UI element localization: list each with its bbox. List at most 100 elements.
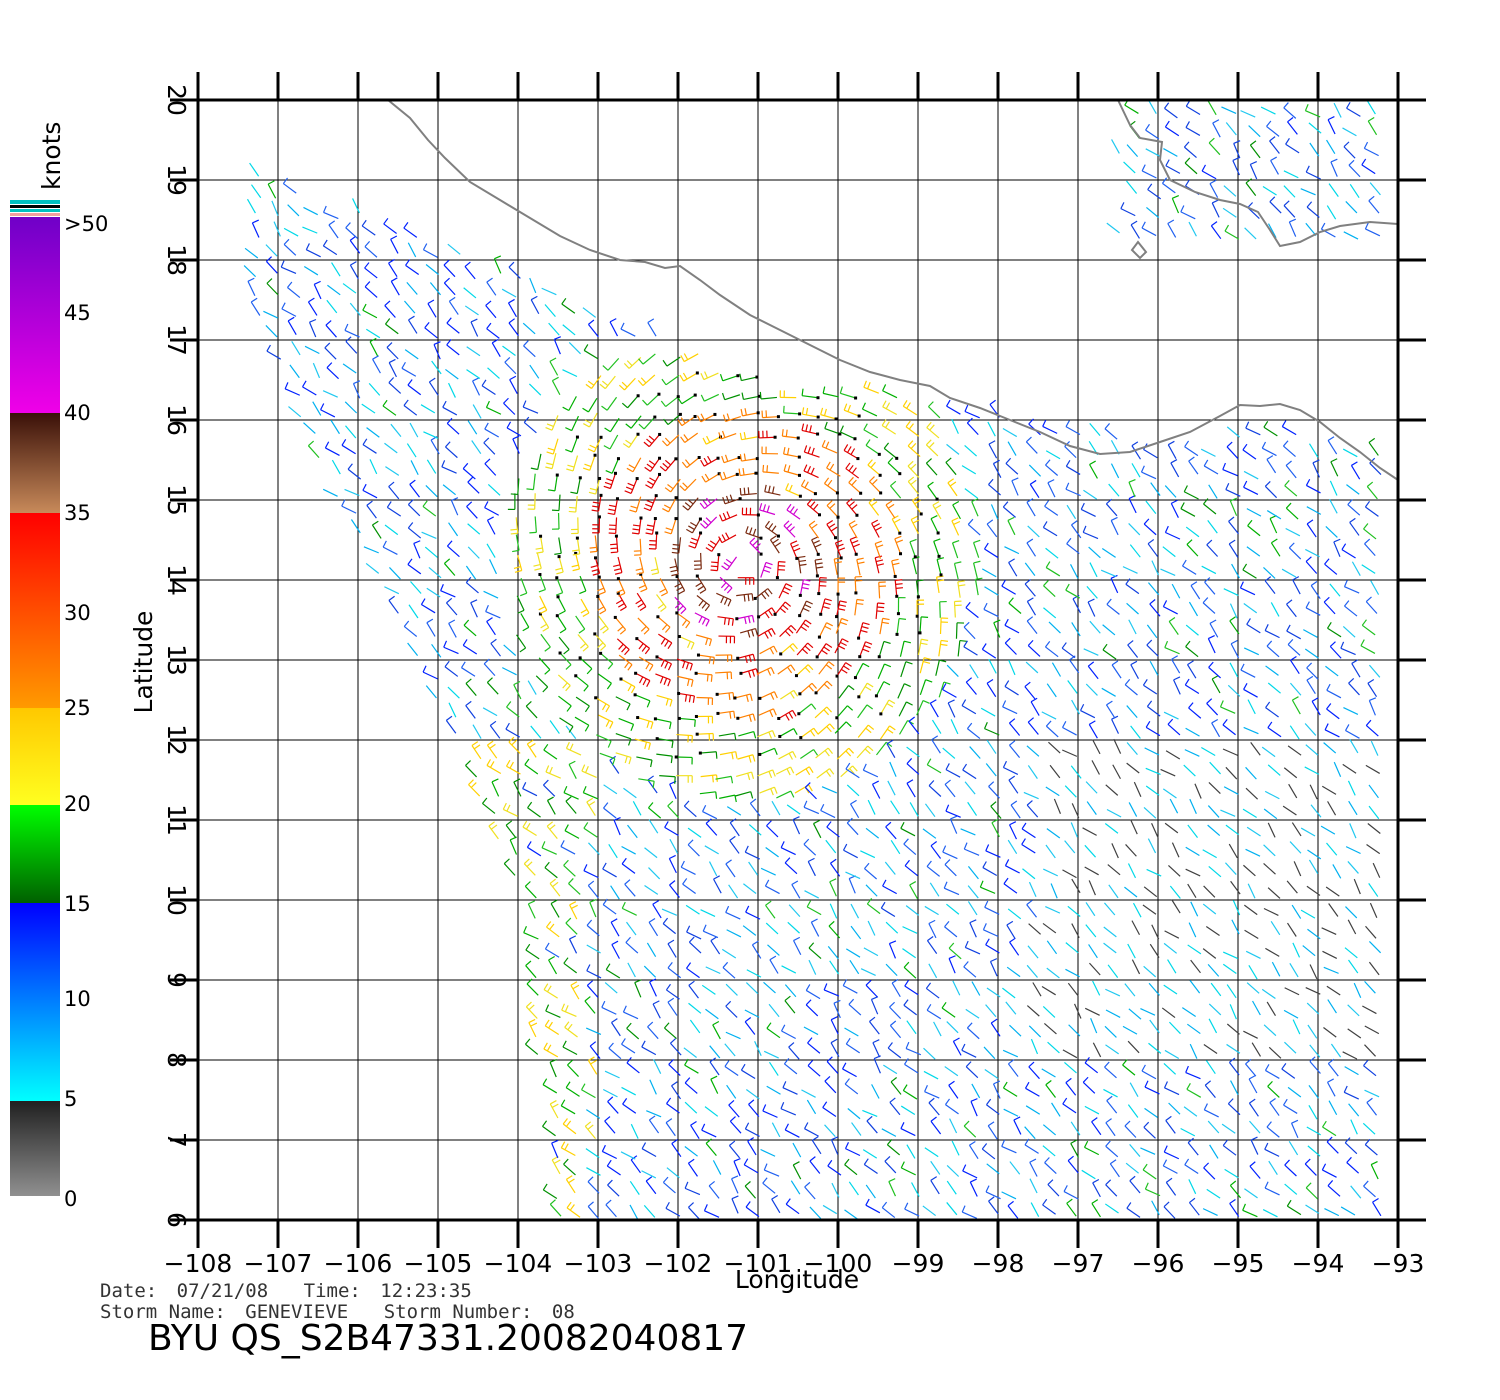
barb-shaft: [1307, 1024, 1318, 1039]
barb-flag: [826, 519, 834, 525]
barb-flag: [851, 479, 857, 486]
barb-shaft: [767, 944, 780, 956]
barb-shaft: [585, 1027, 602, 1036]
barb-flag: [749, 798, 757, 804]
wind-barb: [1067, 680, 1078, 694]
wind-barb: [1008, 558, 1018, 577]
barb-shaft: [756, 666, 772, 675]
wind-barb: [715, 691, 735, 701]
barb-shaft: [1051, 662, 1062, 677]
wind-barb: [773, 601, 792, 616]
barb-flag: [684, 502, 691, 508]
barb-shaft: [1026, 745, 1040, 757]
barb-flag: [786, 523, 793, 530]
barb-shaft: [515, 517, 519, 534]
wind-barb: [1263, 808, 1278, 820]
barb-flag: [711, 561, 719, 564]
wind-barb: [1290, 655, 1300, 675]
barb-flag: [671, 1139, 678, 1144]
barb-shaft: [682, 883, 696, 894]
wind-barb: [696, 595, 711, 612]
barb-flag: [1343, 580, 1348, 587]
barb-flag: [341, 499, 346, 507]
wind-barb: [1062, 1097, 1077, 1114]
wind-barb: [684, 1146, 698, 1157]
wind-barb: [1229, 616, 1240, 635]
barb-shaft: [1264, 1187, 1280, 1196]
barb-flag: [841, 668, 848, 674]
wind-barb: [1043, 607, 1057, 619]
rain-flag-dot: [599, 651, 603, 655]
barb-flag: [963, 842, 968, 850]
wind-barb: [1246, 982, 1260, 994]
rain-flag-dot: [798, 614, 802, 618]
barb-flag: [641, 1040, 646, 1048]
barb-flag: [761, 593, 767, 600]
barb-flag: [1029, 479, 1037, 485]
barb-flag: [916, 579, 924, 582]
barb-flag: [542, 686, 549, 693]
wind-barb: [653, 717, 672, 730]
barb-shaft: [486, 519, 496, 535]
barb-flag: [1189, 1197, 1196, 1204]
barb-flag: [671, 573, 679, 577]
barb-shaft: [878, 582, 881, 599]
wind-barb: [854, 598, 864, 616]
wind-barb: [1168, 1021, 1181, 1035]
wind-barb: [1242, 1203, 1258, 1218]
wind-barb: [848, 520, 858, 539]
barb-flag: [747, 487, 750, 495]
barb-shaft: [1030, 701, 1040, 716]
wind-barb: [1206, 1188, 1221, 1199]
barb-shaft: [951, 542, 959, 559]
barb-flag: [752, 754, 756, 762]
wind-barb: [538, 657, 551, 675]
wind-barb: [713, 875, 722, 894]
wind-barb: [933, 1021, 942, 1037]
barb-shaft: [686, 967, 700, 979]
wind-barb: [363, 546, 379, 554]
barb-shaft: [1300, 909, 1316, 919]
barb-shaft: [1364, 1144, 1378, 1156]
barb-shaft: [1293, 861, 1302, 877]
barb-flag: [882, 879, 887, 887]
rain-flag-dot: [699, 531, 703, 535]
barb-flag: [745, 905, 750, 913]
wind-barb: [547, 473, 559, 492]
barb-flag: [578, 628, 586, 634]
wind-barb: [546, 921, 560, 938]
barb-shaft: [1347, 780, 1356, 796]
wind-barb: [1269, 515, 1278, 534]
barb-shaft: [1347, 919, 1357, 935]
wind-barb: [621, 845, 636, 855]
barb-flag: [1092, 1178, 1100, 1184]
barb-shaft: [536, 552, 542, 569]
wind-barb: [957, 580, 966, 598]
barb-flag: [546, 821, 554, 827]
barb-flag: [909, 881, 917, 886]
barb-flag: [926, 758, 932, 766]
wind-barb: [1151, 924, 1160, 940]
wind-barb: [1267, 1080, 1280, 1098]
barb-shaft: [1243, 688, 1258, 698]
barb-flag: [638, 643, 644, 650]
barb-shaft: [923, 1070, 939, 1080]
wind-barb: [505, 820, 517, 839]
barb-shaft: [1067, 982, 1079, 997]
barb-shaft: [848, 1181, 859, 1196]
barb-flag: [729, 1116, 736, 1122]
barb-shaft: [576, 477, 581, 494]
barb-flag: [948, 1080, 955, 1086]
wind-barb: [586, 919, 600, 937]
wind-barb: [583, 864, 599, 879]
barb-shaft: [1348, 682, 1360, 696]
wind-barb: [924, 1085, 940, 1099]
wind-barb: [985, 1004, 997, 1018]
wind-barb: [1368, 883, 1379, 897]
barb-shaft: [1006, 924, 1016, 940]
barb-flag: [744, 1017, 752, 1023]
barb-flag: [981, 643, 987, 650]
barb-shaft: [854, 576, 857, 593]
barb-flag: [1110, 574, 1118, 579]
